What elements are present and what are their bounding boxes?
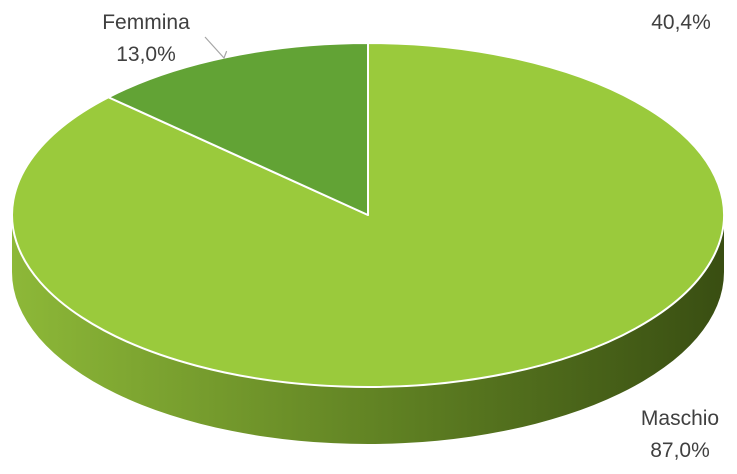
extra-percentage-label: 40,4% — [651, 11, 711, 34]
slice-femmina — [107, 42, 369, 216]
slice-label-maschio-value: 87,0% — [650, 439, 710, 462]
slice-label-femmina-value: 13,0% — [116, 43, 176, 66]
slice-label-maschio-name: Maschio — [641, 407, 719, 430]
slice-side-maschio — [12, 215, 724, 444]
leader-line-femmina — [204, 36, 228, 60]
slice-label-femmina-name: Femmina — [102, 11, 190, 34]
data-labels: Maschio 87,0% Femmina 13,0% 40,4% — [102, 11, 719, 462]
pie-side-walls — [12, 215, 724, 444]
pie-top-face — [11, 42, 725, 388]
leader-lines — [204, 36, 228, 60]
